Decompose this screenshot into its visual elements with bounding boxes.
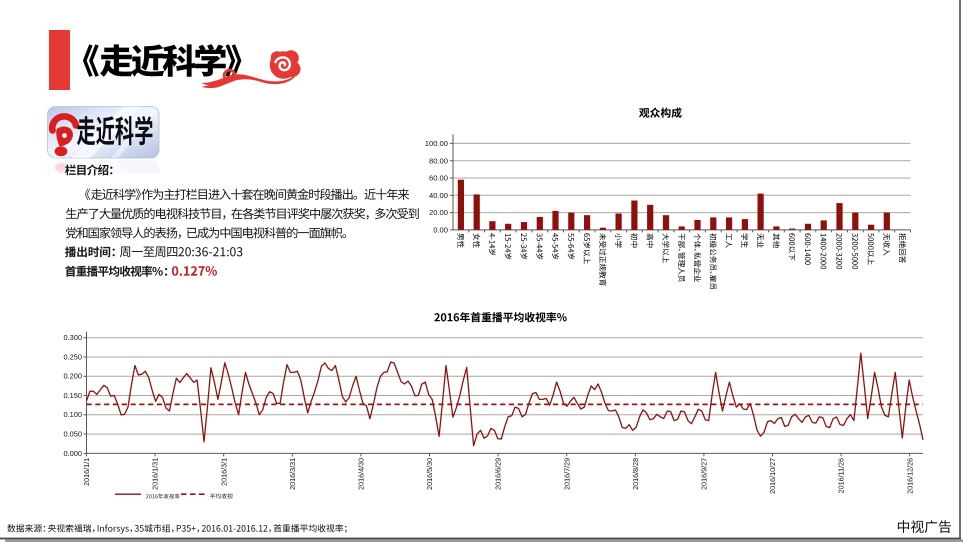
svg-text:20.00: 20.00 bbox=[429, 208, 448, 217]
svg-text:40.00: 40.00 bbox=[429, 191, 448, 200]
svg-text:0.100: 0.100 bbox=[64, 410, 83, 419]
svg-text:2016/1/31: 2016/1/31 bbox=[151, 458, 160, 490]
svg-text:2016/7/29: 2016/7/29 bbox=[562, 458, 571, 490]
svg-text:2016/5/30: 2016/5/30 bbox=[425, 458, 434, 490]
svg-text:0.050: 0.050 bbox=[64, 430, 83, 439]
svg-text:100.00: 100.00 bbox=[425, 139, 448, 148]
svg-text:0.150: 0.150 bbox=[64, 391, 83, 400]
svg-text:2016/6/29: 2016/6/29 bbox=[494, 458, 503, 490]
svg-text:60.00: 60.00 bbox=[429, 174, 448, 183]
svg-text:2016/12/26: 2016/12/26 bbox=[905, 458, 914, 494]
svg-text:2016/10/27: 2016/10/27 bbox=[768, 458, 777, 494]
svg-text:0.000: 0.000 bbox=[64, 449, 83, 458]
svg-text:0.300: 0.300 bbox=[64, 333, 83, 342]
svg-text:80.00: 80.00 bbox=[429, 156, 448, 165]
svg-text:0.00: 0.00 bbox=[433, 226, 448, 235]
svg-text:2016/11/26: 2016/11/26 bbox=[837, 458, 846, 493]
svg-text:2016/4/30: 2016/4/30 bbox=[357, 458, 366, 490]
svg-text:0.200: 0.200 bbox=[64, 372, 83, 381]
svg-text:2016/3/1: 2016/3/1 bbox=[219, 458, 228, 486]
svg-text:2016/8/28: 2016/8/28 bbox=[631, 458, 640, 490]
svg-text:2016/3/31: 2016/3/31 bbox=[288, 458, 297, 490]
svg-text:2016/9/27: 2016/9/27 bbox=[700, 458, 709, 490]
svg-text:2016/1/1: 2016/1/1 bbox=[82, 458, 91, 486]
svg-text:0.250: 0.250 bbox=[64, 352, 83, 361]
